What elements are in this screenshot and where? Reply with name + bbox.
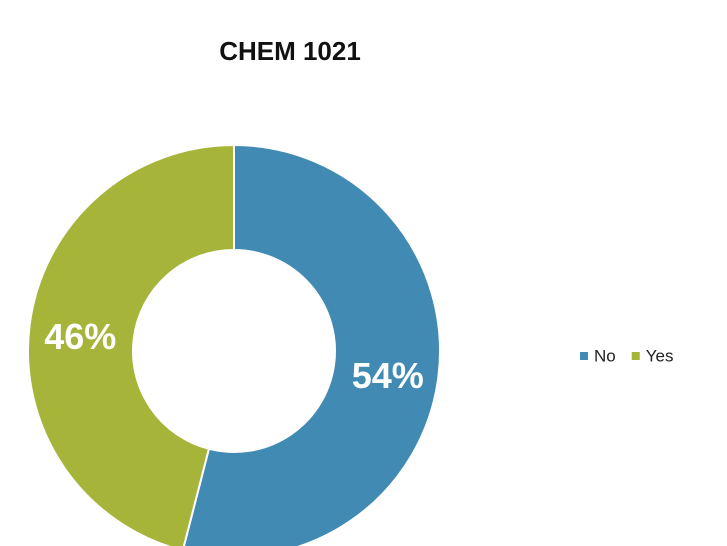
- donut-segment: [27, 143, 235, 546]
- legend-label: No: [594, 346, 616, 365]
- legend-label: Yes: [646, 346, 674, 365]
- value-label: 54%: [352, 355, 424, 396]
- legend-swatch: [580, 352, 588, 360]
- chart-title: CHEM 1021: [219, 36, 361, 66]
- donut-segment: [182, 143, 441, 546]
- legend-swatch: [631, 352, 640, 360]
- value-label: 46%: [44, 316, 116, 357]
